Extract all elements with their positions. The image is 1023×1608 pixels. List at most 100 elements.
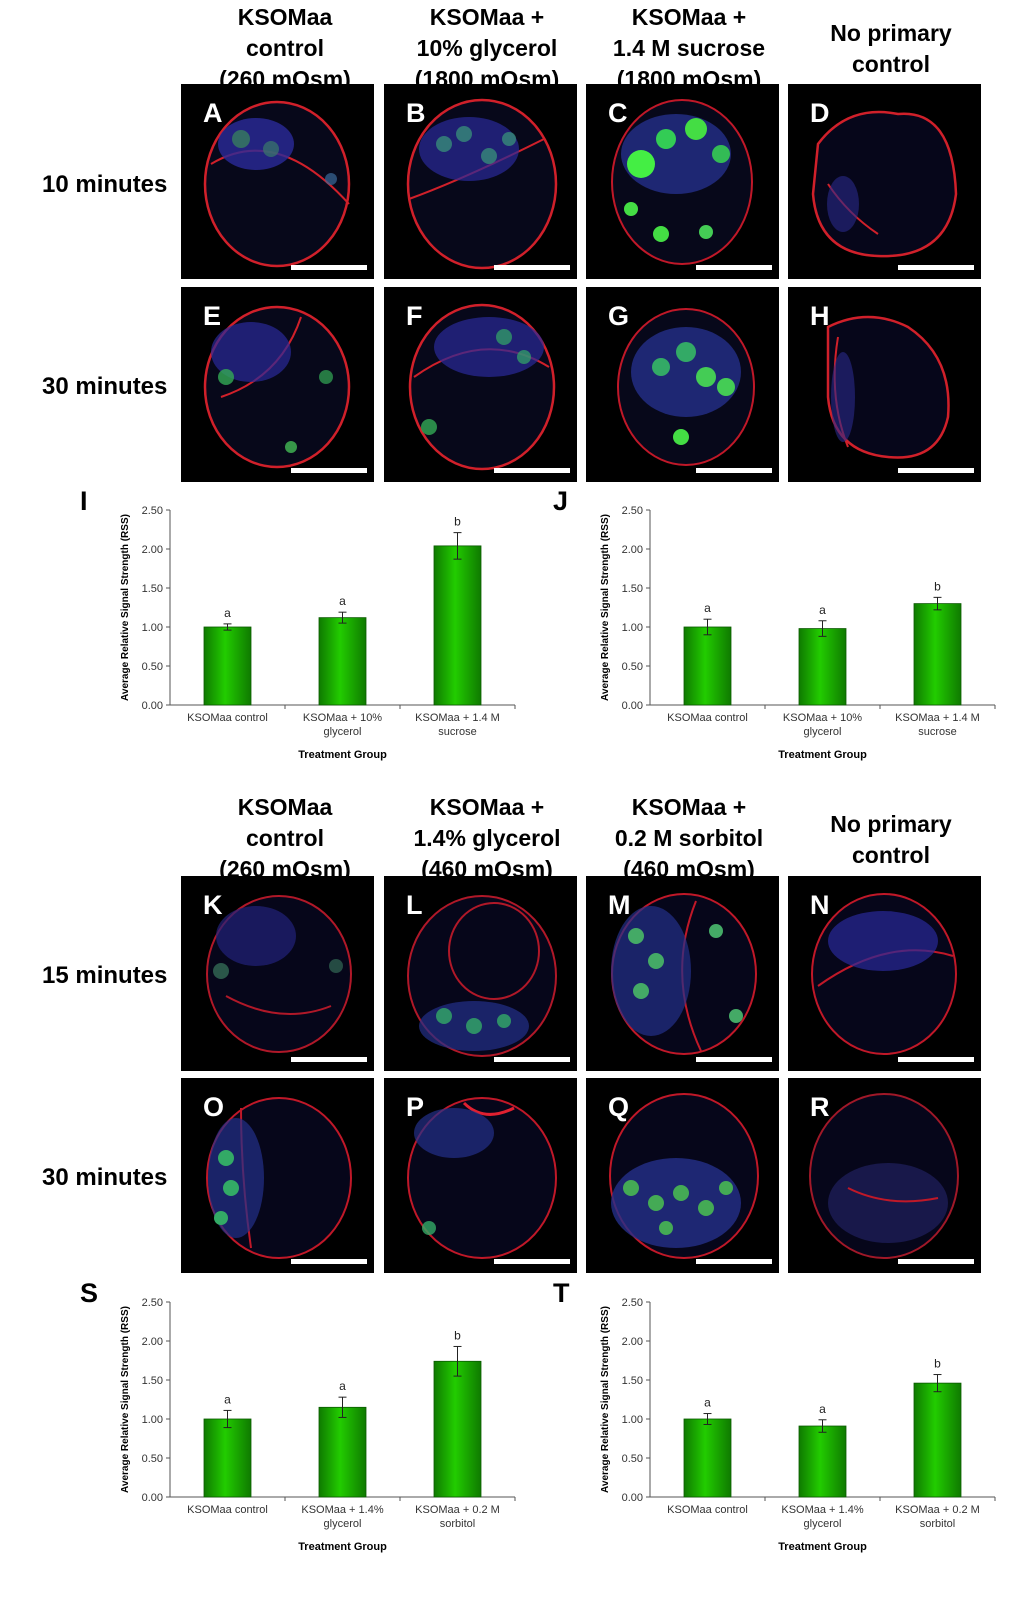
panel-letter: P — [406, 1092, 425, 1122]
column-title-line: No primary — [830, 811, 952, 837]
y-tick-label: 1.50 — [142, 583, 163, 595]
x-tick-label: glycerol — [324, 726, 362, 738]
y-tick-label: 1.00 — [622, 1414, 643, 1426]
y-tick-label: 2.50 — [142, 1297, 163, 1309]
y-axis-label: Average Relative Signal Strength (RSS) — [120, 1306, 131, 1493]
significance-letter: a — [819, 603, 826, 617]
bar-chart-svg: Average Relative Signal Strength (RSS) 0.… — [120, 505, 516, 761]
scale-bar — [696, 468, 772, 473]
blastocyst-image — [407, 895, 557, 1057]
column-title-line: KSOMaa + — [631, 4, 747, 30]
panel-letter: N — [810, 890, 830, 920]
micrograph-panel: E — [181, 287, 374, 482]
bar — [913, 1382, 962, 1498]
column-title-line: KSOMaa — [237, 4, 333, 30]
x-tick-label: sorbitol — [440, 1518, 475, 1530]
bar — [433, 545, 482, 706]
y-tick-label: 2.00 — [622, 544, 643, 556]
x-tick-label: glycerol — [804, 726, 842, 738]
y-tick-label: 1.50 — [622, 1375, 643, 1387]
y-tick-label: 2.50 — [142, 505, 163, 517]
scale-bar — [898, 1057, 974, 1062]
x-tick-label: KSOMaa control — [187, 712, 268, 724]
x-tick-label: KSOMaa + 0.2 M — [415, 1504, 500, 1516]
blastocyst-image — [809, 1093, 959, 1259]
y-tick-label: 2.00 — [142, 1336, 163, 1348]
scale-bar — [494, 1259, 570, 1264]
column-title-line: KSOMaa + — [631, 794, 747, 820]
panel-letter: Q — [608, 1092, 630, 1122]
panel-letter: C — [608, 98, 628, 128]
bar-chart-s: Average Relative Signal Strength (RSS) 0.… — [110, 1287, 530, 1567]
chart-letter: S — [80, 1278, 99, 1308]
x-tick-label: KSOMaa control — [667, 1504, 748, 1516]
y-tick-label: 0.50 — [142, 1453, 163, 1465]
y-tick-label: 0.00 — [142, 1492, 163, 1504]
micrograph-panel: C — [586, 84, 779, 279]
blastocyst-image — [826, 315, 950, 459]
x-tick-label: KSOMaa + 0.2 M — [895, 1504, 980, 1516]
panel-letter: E — [203, 301, 222, 331]
scale-bar — [291, 265, 367, 270]
column-title: KSOMaa + 1.4 M sucrose (1800 mOsm) — [584, 2, 794, 95]
row-label: 30 minutes — [42, 1164, 168, 1191]
y-tick-label: 1.50 — [622, 583, 643, 595]
scale-bar — [898, 1259, 974, 1264]
bar-chart-svg: Average Relative Signal Strength (RSS) 0.… — [600, 1297, 996, 1553]
row-label: 10 minutes — [42, 171, 168, 198]
blastocyst-image — [609, 1093, 759, 1259]
panel-letter: L — [406, 890, 423, 920]
x-axis-label: Treatment Group — [778, 1541, 867, 1553]
scale-bar — [898, 468, 974, 473]
micrograph-panel: A — [181, 84, 374, 279]
blastocyst-image — [406, 98, 558, 270]
blastocyst-image — [206, 1097, 352, 1259]
x-axis-label: Treatment Group — [778, 749, 867, 761]
significance-letter: b — [934, 579, 941, 593]
column-title-line: 1.4 M sucrose — [612, 35, 766, 61]
panel-letter: M — [608, 890, 631, 920]
column-title-line: KSOMaa — [237, 794, 333, 820]
significance-letter: a — [224, 606, 231, 620]
blastocyst-image — [203, 100, 351, 268]
bar — [683, 1418, 732, 1498]
blastocyst-image — [408, 303, 556, 471]
micrograph-panel: O — [181, 1078, 374, 1273]
panel-letter: G — [608, 301, 630, 331]
x-tick-label: KSOMaa + 1.4% — [301, 1504, 383, 1516]
x-tick-label: KSOMaa + 10% — [783, 712, 862, 724]
scale-bar — [494, 265, 570, 270]
bar — [433, 1360, 482, 1498]
significance-letter: a — [704, 601, 711, 615]
y-tick-label: 2.00 — [142, 544, 163, 556]
x-tick-label: KSOMaa control — [667, 712, 748, 724]
y-tick-label: 0.50 — [622, 661, 643, 673]
bar — [798, 628, 847, 706]
panel-letter: O — [203, 1092, 225, 1122]
y-axis-label: Average Relative Signal Strength (RSS) — [600, 514, 611, 701]
blastocyst-image — [611, 893, 757, 1055]
y-tick-label: 0.00 — [142, 700, 163, 712]
significance-letter: b — [934, 1357, 941, 1371]
scale-bar — [291, 1057, 367, 1062]
panel-letter: K — [203, 890, 223, 920]
micrograph-panel: F — [384, 287, 577, 482]
x-tick-label: KSOMaa + 10% — [303, 712, 382, 724]
column-title-line: 10% glycerol — [416, 35, 558, 61]
y-axis-label: Average Relative Signal Strength (RSS) — [600, 1306, 611, 1493]
column-title: KSOMaa + 0.2 M sorbitol (460 mOsm) — [584, 792, 794, 885]
y-tick-label: 0.00 — [622, 700, 643, 712]
x-tick-label: sucrose — [438, 726, 477, 738]
significance-letter: b — [454, 515, 461, 529]
blastocyst-image — [811, 893, 957, 1055]
x-tick-label: sorbitol — [920, 1518, 955, 1530]
x-tick-label: KSOMaa + 1.4 M — [895, 712, 980, 724]
y-tick-label: 2.50 — [622, 1297, 643, 1309]
significance-letter: a — [339, 1379, 346, 1393]
blastocyst-image — [811, 110, 958, 258]
y-tick-label: 0.00 — [622, 1492, 643, 1504]
chart-letter: I — [80, 486, 88, 516]
row-label: 15 minutes — [42, 962, 168, 989]
y-tick-label: 0.50 — [622, 1453, 643, 1465]
column-title-line: control — [852, 51, 930, 77]
